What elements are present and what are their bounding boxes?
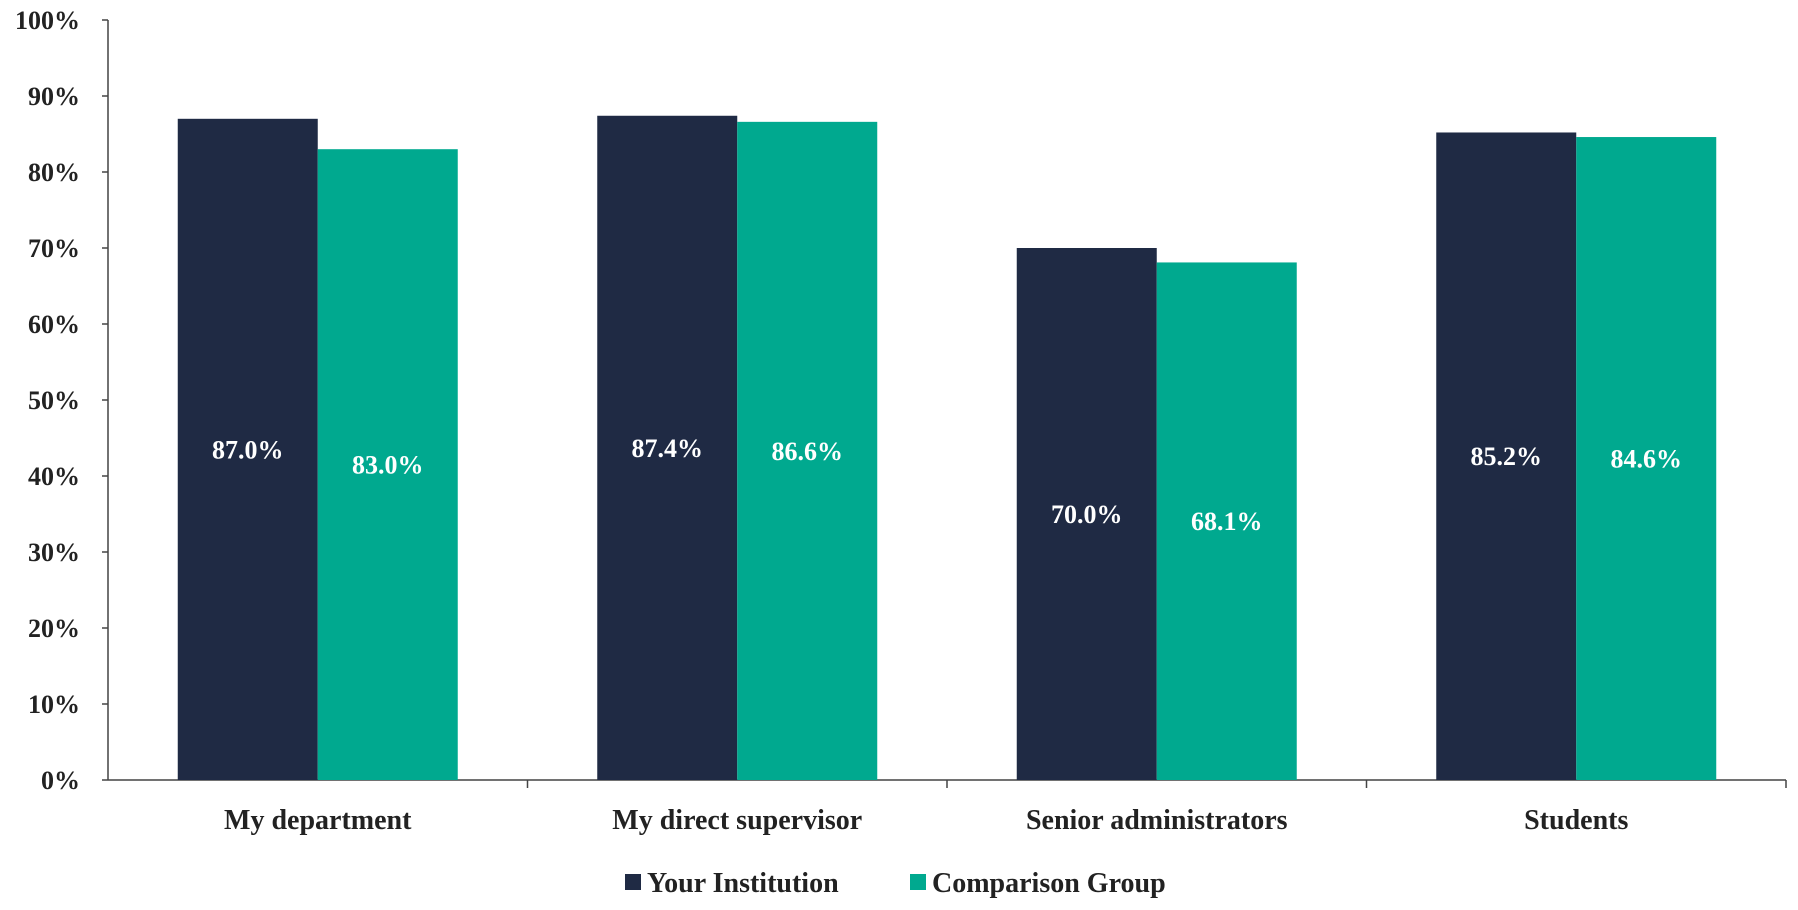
bar [1436,132,1577,781]
category-label: Senior administrators [1026,805,1288,836]
data-label: 87.4% [632,434,704,463]
x-axis: My department My direct supervisor Senior … [108,779,1787,836]
y-tick-label: 0% [41,766,80,795]
data-label: 70.0% [1051,500,1123,529]
category-label: Students [1524,805,1628,836]
legend: Your Institution Comparison Group [625,868,1166,899]
y-tick-label: 60% [28,310,80,339]
bar [317,149,458,780]
y-tick-label: 30% [28,538,80,567]
y-tick-label: 10% [28,690,80,719]
data-label: 87.0% [212,435,284,464]
category-label: My department [224,805,412,836]
y-axis: 0% 10% 20% 30% 40% 50% 60% 70% 80% 90% 100% [15,6,109,795]
y-tick-label: 20% [28,614,80,643]
data-label: 83.0% [352,451,424,480]
y-tick-label: 40% [28,462,80,491]
y-tick-label: 100% [15,6,80,35]
y-tick-label: 50% [28,386,80,415]
bar [597,115,738,780]
data-label: 68.1% [1191,507,1263,536]
bar [1576,137,1717,781]
y-tick-label: 70% [28,234,80,263]
data-label: 85.2% [1471,442,1543,471]
bar [1156,262,1297,780]
data-label: 86.6% [772,437,844,466]
legend-label: Comparison Group [932,868,1166,899]
data-labels: 87.0% 83.0% 87.4% 86.6% 70.0% 68.1% 85.2% 84.6% [212,434,1682,536]
legend-swatch [910,874,926,890]
y-tick-label: 90% [28,82,80,111]
data-label: 84.6% [1611,445,1683,474]
legend-label: Your Institution [647,868,839,899]
y-tick-label: 80% [28,158,80,187]
bar [1016,248,1157,780]
category-label: My direct supervisor [612,805,862,836]
bar [177,118,318,781]
legend-swatch [625,874,641,890]
bars [177,115,1717,781]
bar [737,121,878,781]
